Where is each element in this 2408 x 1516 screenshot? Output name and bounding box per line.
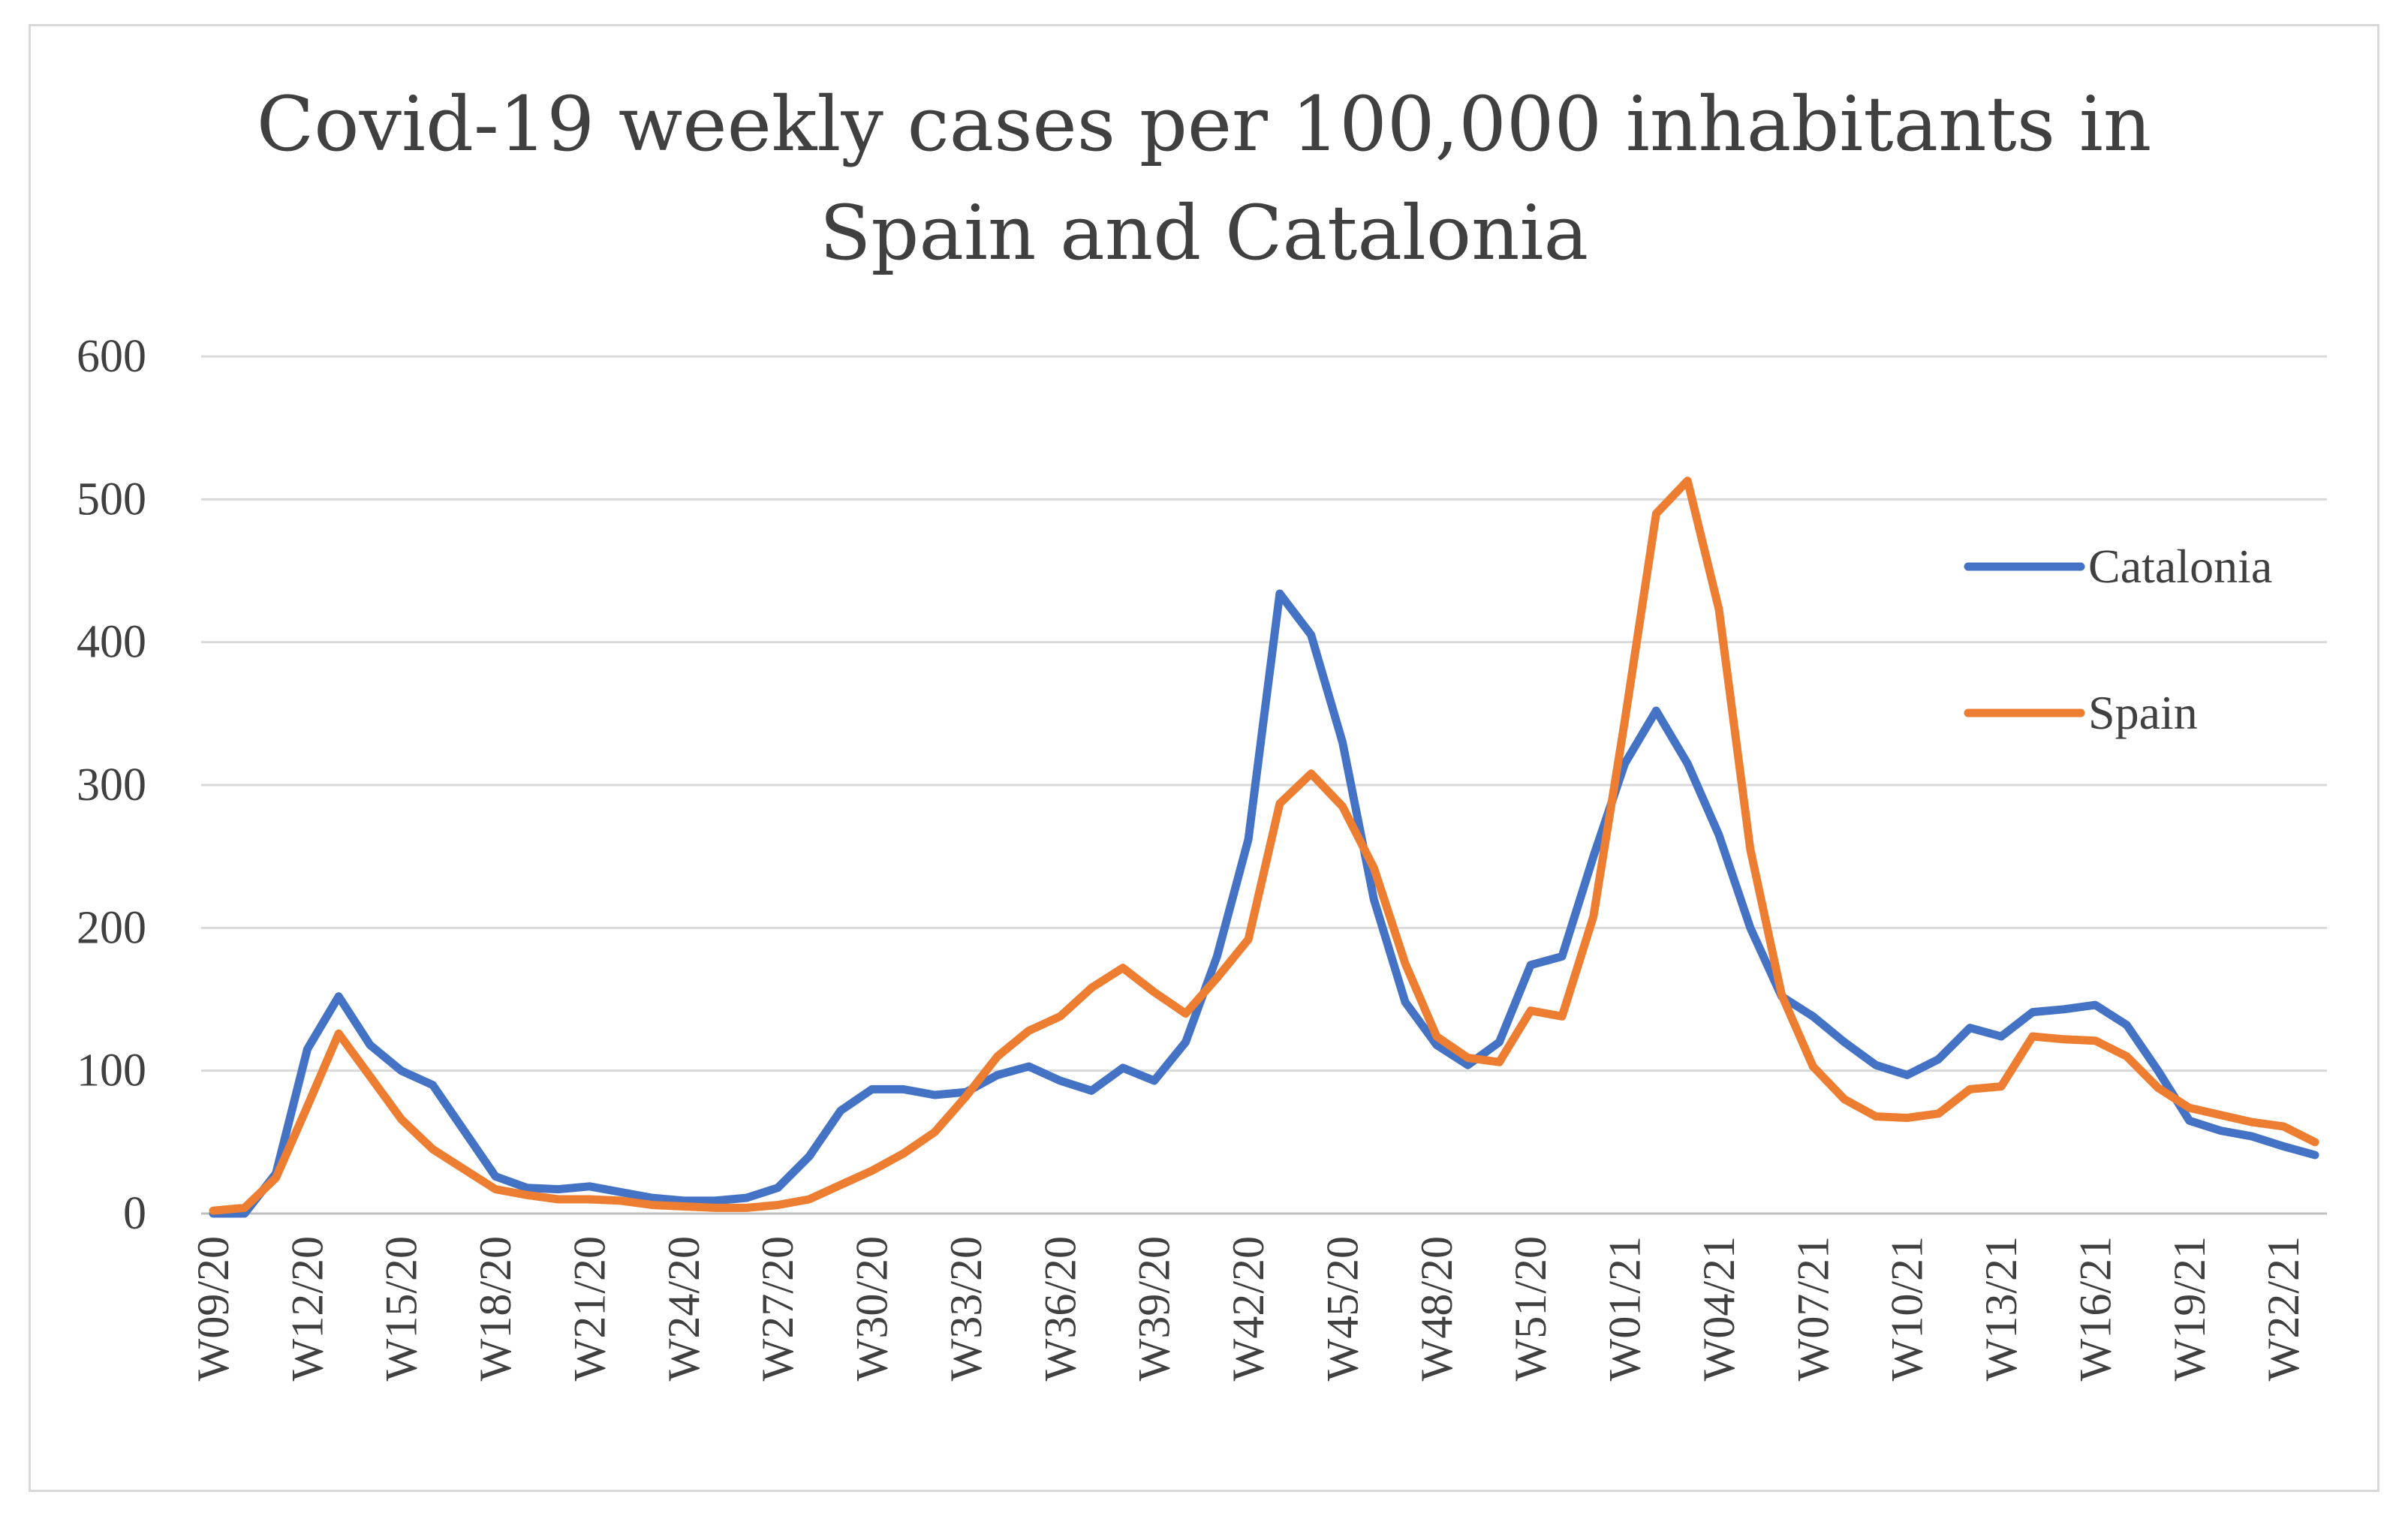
x-tick-label-W19-21: W19/21 bbox=[2165, 1236, 2214, 1381]
y-axis-tick-labels: 0 100 200 300 400 500 600 bbox=[77, 331, 146, 1239]
x-tick-label-W16-21: W16/21 bbox=[2070, 1236, 2120, 1381]
y-tick-label-600: 600 bbox=[77, 331, 146, 382]
x-tick-label-W48-20: W48/20 bbox=[1412, 1236, 1461, 1381]
x-tick-label-W10-21: W10/21 bbox=[1883, 1236, 1932, 1381]
x-tick-label-W07-21: W07/21 bbox=[1788, 1236, 1838, 1381]
y-tick-label-0: 0 bbox=[123, 1188, 146, 1239]
x-axis-tick-labels: W09/20 W12/20 W15/20 W18/20 W21/20 W24/20 W27/… bbox=[188, 1236, 2308, 1381]
legend-label-catalonia: Catalonia bbox=[2088, 540, 2272, 593]
x-tick-label-W18-20: W18/20 bbox=[471, 1236, 520, 1381]
x-tick-label-W21-20: W21/20 bbox=[564, 1236, 614, 1381]
y-tick-label-100: 100 bbox=[77, 1045, 146, 1096]
x-tick-label-W27-20: W27/20 bbox=[753, 1236, 802, 1381]
x-tick-label-W39-20: W39/20 bbox=[1130, 1236, 1179, 1381]
x-tick-label-W12-20: W12/20 bbox=[282, 1236, 332, 1381]
x-tick-label-W13-21: W13/21 bbox=[1976, 1236, 2026, 1381]
x-tick-label-W45-20: W45/20 bbox=[1317, 1236, 1367, 1381]
series-line-spain bbox=[209, 477, 2319, 1215]
x-tick-label-W01-21: W01/21 bbox=[1600, 1236, 1650, 1381]
chart-frame bbox=[29, 24, 2379, 1492]
chart-title-line-2: Spain and Catalonia bbox=[820, 189, 1588, 277]
y-tick-label-500: 500 bbox=[77, 474, 146, 525]
x-tick-label-W24-20: W24/20 bbox=[659, 1236, 709, 1381]
x-tick-label-W15-20: W15/20 bbox=[377, 1236, 426, 1381]
x-tick-label-W04-21: W04/21 bbox=[1694, 1236, 1744, 1381]
chart-title-line-1: Covid-19 weekly cases per 100,000 inhabi… bbox=[257, 80, 2151, 168]
x-tick-label-W33-20: W33/20 bbox=[941, 1236, 991, 1381]
series-lines bbox=[209, 477, 2319, 1218]
gridlines bbox=[201, 355, 2327, 1215]
x-tick-label-W36-20: W36/20 bbox=[1035, 1236, 1085, 1381]
x-tick-label-W51-20: W51/20 bbox=[1506, 1236, 1555, 1381]
legend-label-spain: Spain bbox=[2088, 686, 2198, 739]
x-tick-label-W42-20: W42/20 bbox=[1224, 1236, 1273, 1381]
y-tick-label-400: 400 bbox=[77, 617, 146, 668]
y-tick-label-300: 300 bbox=[77, 760, 146, 811]
series-line-catalonia bbox=[209, 589, 2319, 1218]
x-tick-label-W22-21: W22/21 bbox=[2259, 1236, 2308, 1381]
y-tick-label-200: 200 bbox=[77, 902, 146, 953]
legend: Catalonia Spain bbox=[1964, 540, 2272, 739]
x-tick-label-W09-20: W09/20 bbox=[188, 1236, 238, 1381]
x-tick-label-W30-20: W30/20 bbox=[847, 1236, 897, 1381]
